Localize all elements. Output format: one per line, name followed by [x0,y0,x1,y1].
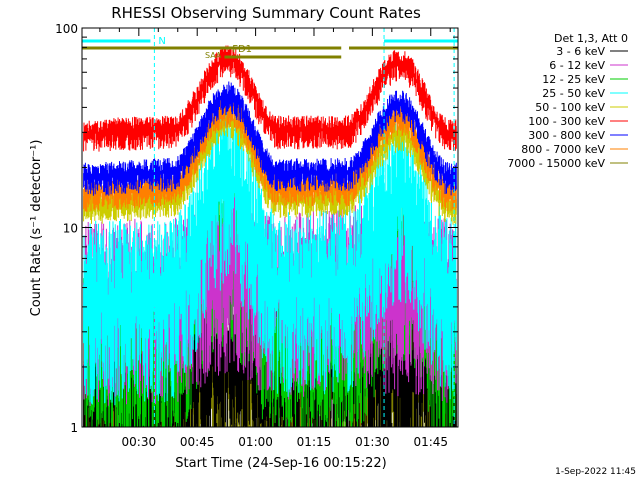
generated-timestamp: 1-Sep-2022 11:45 [555,467,636,477]
legend-label-2: 12 - 25 keV [542,73,605,86]
legend-label-7: 800 - 7000 keV [521,143,605,156]
legend-label-4: 50 - 100 keV [535,101,605,114]
series-3-trace [83,101,457,406]
series-6-trace [83,81,457,196]
plot-area: N FD1 SAA [82,28,458,427]
x-tick-label-1: 00:45 [180,435,215,449]
x-tick-label-4: 01:30 [355,435,390,449]
x-axis-label: Start Time (24-Sep-16 00:15:22) [175,456,386,471]
flare-label: FD1 [232,44,252,55]
x-tick-label-2: 01:00 [238,435,273,449]
saa-label: SAA [205,51,222,60]
x-tick-label-3: 01:15 [297,435,332,449]
legend-label-8: 7000 - 15000 keV [507,157,605,170]
legend-label-3: 25 - 50 keV [542,87,605,100]
axis-ticks: 1 10 100 00:30 00:45 01:00 01:15 01:30 01:45 [55,22,458,449]
chart-title: RHESSI Observing Summary Count Rates [111,4,421,22]
legend-label-1: 6 - 12 keV [549,59,605,72]
x-tick-label-5: 01:45 [413,435,448,449]
y-axis-label: Count Rate (s⁻¹ detector⁻¹) [29,140,44,317]
legend-label-5: 100 - 300 keV [528,115,605,128]
y-tick-label-0: 1 [70,421,78,435]
x-tick-label-0: 00:30 [122,435,157,449]
legend-label-0: 3 - 6 keV [556,45,605,58]
series-5-trace [83,45,457,152]
night-label: N [158,36,165,47]
y-tick-label-1: 10 [63,222,78,236]
legend-label-6: 300 - 800 keV [528,129,605,142]
legend-header: Det 1,3, Att 0 [554,32,628,45]
y-tick-label-2: 100 [55,22,78,36]
